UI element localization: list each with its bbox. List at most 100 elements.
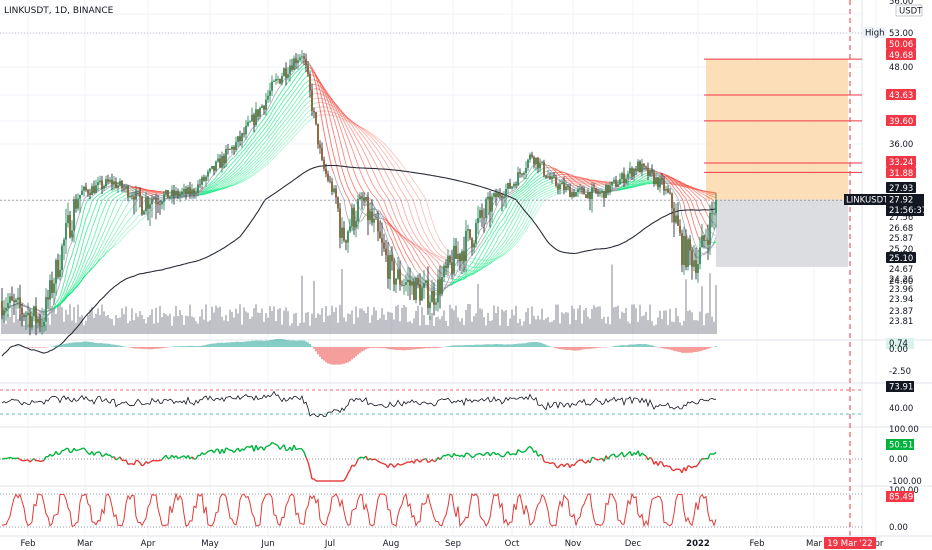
ribbon-segment: [295, 92, 299, 96]
ribbon-segment: [267, 131, 271, 135]
ribbon-segment: [461, 276, 465, 279]
ribbon-segment: [521, 224, 525, 229]
ribbon-segment: [519, 223, 523, 228]
volume-bar: [603, 316, 605, 334]
ribbon-segment: [125, 203, 129, 207]
ribbon-segment: [57, 303, 61, 306]
ribbon-segment: [93, 217, 97, 224]
ribbon-segment: [409, 209, 413, 217]
ribbon-segment: [85, 240, 89, 247]
volume-bar: [215, 305, 217, 334]
ribbon-segment: [677, 183, 681, 187]
ribbon-segment: [215, 186, 219, 189]
ribbon-segment: [339, 126, 343, 133]
ribbon-segment: [207, 188, 211, 191]
ribbon-segment: [223, 174, 227, 178]
ribbon-segment: [89, 228, 93, 236]
ribbon-segment: [123, 206, 127, 211]
ribbon-segment: [541, 181, 545, 184]
ribbon-segment: [243, 151, 247, 155]
ribbon-segment: [673, 191, 677, 196]
volume-bar: [183, 325, 185, 334]
ribbon-segment: [517, 186, 521, 190]
ribbon-segment: [53, 306, 57, 309]
ribbon-segment: [373, 144, 377, 149]
ribbon-segment: [63, 261, 67, 269]
volume-bar: [67, 314, 69, 334]
ribbon-segment: [359, 126, 363, 130]
ribbon-segment: [511, 193, 515, 196]
ribbon-segment: [373, 151, 377, 156]
ribbon-segment: [407, 231, 411, 236]
ribbon-segment: [333, 156, 337, 165]
ribbon-segment: [489, 261, 493, 264]
ribbon-segment: [219, 188, 223, 190]
volume-bar: [121, 308, 123, 334]
ribbon-segment: [681, 198, 685, 205]
ribbon-segment: [319, 82, 323, 86]
ribbon-segment: [347, 129, 351, 134]
ribbon-segment: [289, 126, 293, 130]
ribbon-segment: [211, 190, 215, 193]
ribbon-segment: [77, 282, 81, 286]
ribbon-segment: [401, 171, 405, 176]
ribbon-segment: [429, 258, 433, 262]
ribbon-segment: [475, 269, 479, 272]
ribbon-segment: [319, 108, 323, 121]
ribbon-segment: [671, 177, 675, 180]
ribbon-segment: [675, 181, 679, 185]
ribbon-segment: [479, 259, 483, 263]
ribbon-segment: [209, 176, 213, 180]
ribbon-segment: [529, 197, 533, 200]
ribbon-segment: [69, 291, 73, 295]
ribbon-segment: [209, 191, 213, 194]
ribbon-segment: [257, 165, 261, 169]
volume-bar: [709, 273, 711, 334]
ribbon-segment: [701, 190, 705, 192]
ribbon-segment: [77, 282, 81, 286]
volume-bar: [345, 321, 347, 334]
ribbon-segment: [679, 195, 683, 199]
ribbon-segment: [345, 115, 349, 119]
volume-bar: [567, 312, 569, 334]
ribbon-segment: [313, 97, 317, 100]
ribbon-segment: [469, 272, 473, 275]
volume-bar: [695, 320, 697, 334]
volume-bar: [473, 316, 475, 334]
ribbon-segment: [471, 266, 475, 268]
ribbon-segment: [359, 155, 363, 160]
volume-bar: [357, 317, 359, 334]
ribbon-segment: [91, 194, 95, 198]
ribbon-segment: [403, 236, 407, 240]
ribbon-segment: [353, 122, 357, 126]
ribbon-segment: [83, 264, 87, 269]
ribbon-segment: [251, 162, 255, 166]
ribbon-segment: [631, 180, 635, 183]
ribbon-segment: [579, 180, 583, 183]
ribbon-segment: [485, 230, 489, 236]
ribbon-segment: [587, 182, 591, 185]
ribbon-segment: [623, 186, 627, 189]
ribbon-segment: [105, 244, 109, 249]
ribbon-segment: [83, 274, 87, 278]
ribbon-segment: [645, 181, 649, 184]
ribbon-segment: [545, 182, 549, 185]
ribbon-segment: [77, 282, 81, 286]
ribbon-segment: [393, 236, 397, 242]
ribbon-segment: [377, 168, 381, 174]
ribbon-segment: [673, 178, 677, 181]
ribbon-segment: [223, 177, 227, 180]
ribbon-segment: [211, 187, 215, 190]
ribbon-segment: [277, 144, 281, 148]
ribbon-segment: [535, 204, 539, 209]
ribbon-segment: [91, 209, 95, 216]
ribbon-segment: [687, 219, 691, 227]
ribbon-segment: [293, 72, 297, 75]
volume-bar: [501, 309, 503, 334]
ribbon-segment: [353, 186, 357, 192]
ribbon-segment: [287, 85, 291, 90]
ribbon-segment: [391, 194, 395, 199]
volume-bar: [463, 325, 465, 334]
ribbon-segment: [441, 257, 445, 260]
